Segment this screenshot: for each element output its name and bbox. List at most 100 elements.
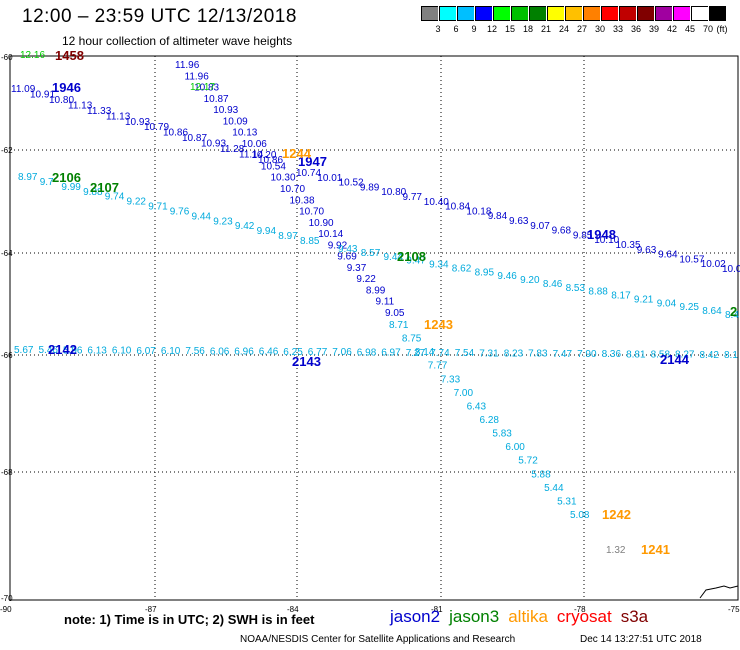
swh-value: 11.28 xyxy=(220,144,245,155)
swh-value: 5.83 xyxy=(492,429,512,440)
scale-label: 30 xyxy=(594,24,605,34)
lat-label: -62 xyxy=(1,146,13,155)
swh-value: 9.34 xyxy=(429,260,449,271)
scale-swatch xyxy=(601,6,618,21)
time-label: 1243 xyxy=(424,317,453,332)
scale-swatch xyxy=(547,6,564,21)
swh-value: 9.37 xyxy=(347,263,367,274)
swh-value: 9.46 xyxy=(497,271,517,282)
swh-value: 11.14 xyxy=(239,150,264,161)
swh-value: 5.88 xyxy=(531,469,551,480)
swh-value: 9.42 xyxy=(235,221,255,232)
swh-value: 9.44 xyxy=(192,211,212,222)
swh-value: 9.23 xyxy=(213,216,233,227)
swh-value: 10.06 xyxy=(242,139,267,150)
swh-value: 8.36 xyxy=(602,349,622,360)
swh-value: 9.71 xyxy=(148,202,168,213)
time-label: 2 xyxy=(730,304,737,319)
scale-label: 45 xyxy=(684,24,695,34)
swh-value: 10.20 xyxy=(251,150,276,161)
swh-value: 9.63 xyxy=(509,216,529,227)
swh-value: 9.77 xyxy=(403,192,423,203)
swh-value: 8.46 xyxy=(543,279,563,290)
swh-value: 9.69 xyxy=(337,252,357,263)
swh-value: 9.22 xyxy=(356,274,376,285)
swh-value: 9.85 xyxy=(573,230,593,241)
swh-value: 7.90 xyxy=(577,349,597,360)
time-label: 2108 xyxy=(397,249,426,264)
swh-value: 9.63 xyxy=(637,245,657,256)
swh-value: 6.07 xyxy=(136,346,156,357)
swh-value: 7.33 xyxy=(441,374,461,385)
swh-value: 9.25 xyxy=(680,302,700,313)
time-label: 1948 xyxy=(587,227,616,242)
swh-value: 8.23 xyxy=(504,348,524,359)
scale-label: 3 xyxy=(435,24,441,34)
swh-value: 10.84 xyxy=(445,202,470,213)
swh-value: 10.79 xyxy=(144,122,169,133)
swh-value: 10.13 xyxy=(232,128,257,139)
swh-value: 10.57 xyxy=(679,254,704,265)
swh-value: 7.56 xyxy=(185,346,205,357)
swh-value: 10.14 xyxy=(318,229,343,240)
lat-label: -60 xyxy=(1,53,13,62)
swh-value: 10.70 xyxy=(280,184,305,195)
swh-value: 5.67 xyxy=(14,345,34,356)
swh-value: 9.7 xyxy=(40,177,54,188)
swh-value: 9.22 xyxy=(127,197,147,208)
lat-label: -64 xyxy=(1,249,13,258)
swh-value: 8.62 xyxy=(452,263,472,274)
generation-timestamp: Dec 14 13:27:51 UTC 2018 xyxy=(580,634,702,645)
swh-value: 9.94 xyxy=(257,226,277,237)
coastline xyxy=(699,585,739,599)
scale-swatch xyxy=(619,6,636,21)
swh-value: 5.46 xyxy=(39,345,59,356)
swh-value: 6.97 xyxy=(381,348,401,359)
swh-value: 6.00 xyxy=(505,442,525,453)
scale-label: 42 xyxy=(666,24,677,34)
swh-value: 9.68 xyxy=(552,226,572,237)
scale-unit: (ft) xyxy=(716,24,728,34)
swh-value: 9.76 xyxy=(170,207,190,218)
swh-value: 6.13 xyxy=(87,346,107,357)
swh-value: 11.96 xyxy=(175,60,200,71)
swh-value: 8.75 xyxy=(402,334,422,345)
legend-jason2: jason2 xyxy=(390,607,441,626)
swh-value: 8.4 xyxy=(725,310,739,321)
swh-value: 10.83 xyxy=(194,83,219,94)
scale-swatch xyxy=(439,6,456,21)
swh-value: 7.00 xyxy=(454,388,474,399)
swh-value: 10.38 xyxy=(290,195,315,206)
swh-value: 9.74 xyxy=(105,192,125,203)
scale-swatch xyxy=(565,6,582,21)
swh-value: 10.01 xyxy=(317,173,342,184)
lon-label: -84 xyxy=(287,605,299,614)
time-label: 2106 xyxy=(52,170,81,185)
swh-value: 5.44 xyxy=(544,483,564,494)
scale-swatch xyxy=(457,6,474,21)
swh-value: 11.13 xyxy=(106,111,131,122)
lon-label: -75 xyxy=(728,605,740,614)
swh-value: 6.46 xyxy=(259,347,279,358)
swh-value: 6.06 xyxy=(210,346,230,357)
swh-value: 7.47 xyxy=(553,349,573,360)
swh-value: 11.13 xyxy=(68,100,93,111)
swh-value: 12.16 xyxy=(20,50,45,61)
swh-value: 8.53 xyxy=(566,283,586,294)
time-label: 2107 xyxy=(90,180,119,195)
swh-value: 8.17 xyxy=(611,291,631,302)
time-label: 1241 xyxy=(641,542,670,557)
swh-value: 9.11 xyxy=(376,297,395,308)
swh-value: 7.31 xyxy=(479,348,499,359)
time-label: 1458 xyxy=(55,48,84,63)
scale-label: 21 xyxy=(540,24,551,34)
page-subtitle: 12 hour collection of altimeter wave hei… xyxy=(62,34,293,48)
swh-value: 11.96 xyxy=(185,71,210,82)
scale-label: 36 xyxy=(630,24,641,34)
swh-value: 10.87 xyxy=(182,133,207,144)
swh-value: 10.80 xyxy=(381,187,406,198)
swh-value: 10.52 xyxy=(339,178,364,189)
scale-label: 33 xyxy=(612,24,623,34)
swh-value: 11.09 xyxy=(11,84,36,95)
